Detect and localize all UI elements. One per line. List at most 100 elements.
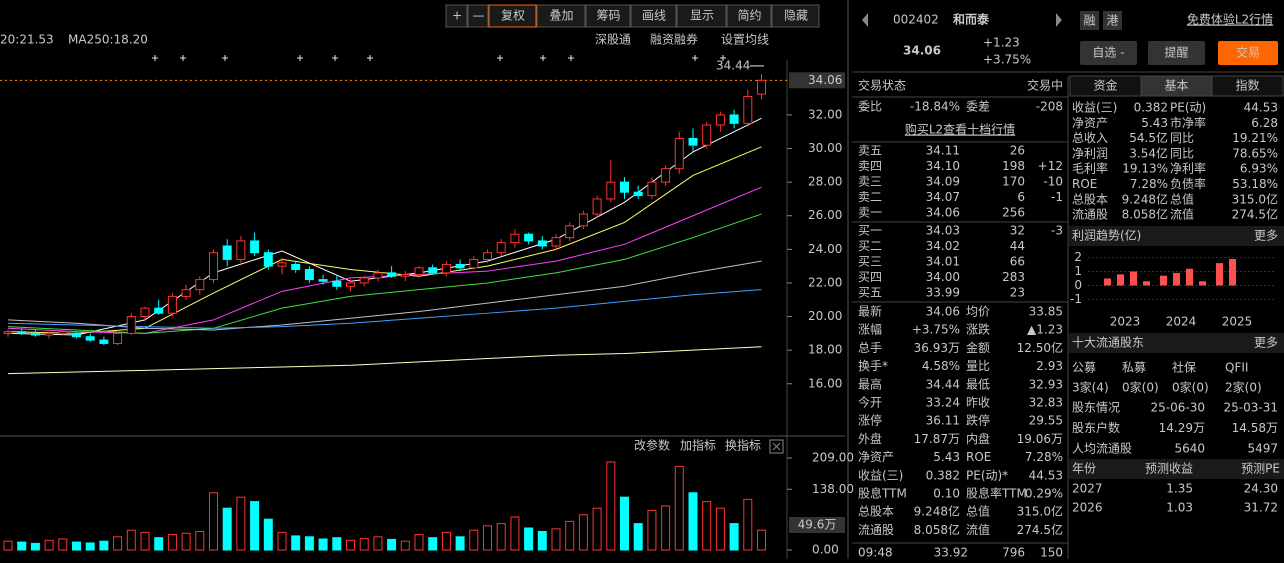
toolbar-button[interactable] (630, 4, 677, 28)
volume-bar (428, 537, 438, 551)
candle-body (58, 331, 68, 334)
candle-body (715, 114, 725, 126)
toolbar-button[interactable] (771, 4, 820, 28)
tick-cell: 150 (1040, 546, 1063, 560)
fund-value: 274.5亿 (1232, 207, 1278, 222)
tab-text[interactable]: 基本 (1164, 79, 1188, 93)
candle-body (428, 267, 438, 274)
toolbar-text[interactable]: 画线 (642, 9, 666, 23)
sub-link[interactable]: 深股通 (595, 33, 631, 47)
stat-label: 总值 (966, 504, 990, 519)
toolbar-text[interactable]: + (452, 9, 462, 23)
holder-count: 2家(0) (1225, 380, 1262, 395)
action-text[interactable]: 交易 (1236, 45, 1260, 60)
signal-star (367, 55, 373, 61)
book-volume: 198 (1002, 159, 1025, 173)
volume-tick-label: 138.00 (812, 482, 854, 496)
profit-bar (1199, 281, 1206, 286)
holder-value: 5640 (1174, 442, 1205, 456)
sub-link[interactable]: 融资融券 (650, 32, 698, 47)
volume-bar (537, 531, 547, 551)
candle-body (318, 279, 328, 282)
toolbar-text[interactable]: — (473, 9, 485, 23)
last-price-box (789, 72, 845, 89)
toolbar-button[interactable] (445, 4, 468, 28)
candle-body (620, 181, 629, 193)
volume-bar (44, 539, 54, 551)
more-link[interactable]: 更多 (1254, 229, 1278, 243)
volume-bar (661, 505, 671, 551)
toolbar-button[interactable] (676, 4, 727, 28)
l2-buy-link[interactable]: 购买L2查看十档行情 (905, 122, 1015, 137)
holder-type: 私募 (1122, 361, 1146, 375)
fund-value: 19.13% (1122, 162, 1168, 176)
toolbar-button[interactable] (467, 4, 489, 28)
forecast-cell: 2026 (1072, 501, 1103, 515)
sub-link[interactable]: 设置均线 (721, 33, 769, 47)
action-button[interactable] (1148, 41, 1205, 65)
book-volume: 32 (1010, 224, 1025, 238)
book-label: 买四 (858, 270, 882, 284)
l2-link[interactable]: 免费体验L2行情 (1187, 12, 1273, 27)
action-text[interactable]: 提醒 (1164, 45, 1188, 60)
toolbar-text[interactable]: 叠加 (549, 9, 573, 23)
close-button[interactable] (769, 439, 784, 454)
tab-text[interactable]: 指数 (1235, 78, 1259, 93)
book-price: 34.09 (926, 175, 960, 189)
toolbar-text[interactable]: 简约 (737, 8, 761, 23)
toolbar-button[interactable] (726, 4, 772, 28)
forecast-cell: 2027 (1072, 482, 1103, 496)
toolbar-text[interactable]: 筹码 (596, 9, 620, 23)
profit-bar (1160, 275, 1167, 286)
stat-label: 收益(三) (858, 468, 903, 482)
nav-arrow[interactable] (862, 13, 868, 27)
signal-star (152, 55, 158, 61)
tab-text[interactable]: 资金 (1093, 78, 1117, 93)
holder-type: QFII (1225, 361, 1248, 375)
candle-body (85, 336, 95, 341)
toolbar-text[interactable]: 显示 (690, 9, 714, 23)
nav-arrow[interactable] (1056, 13, 1062, 27)
fund-label: 收益(三) (1072, 101, 1117, 115)
fund-label: 净利率 (1170, 161, 1206, 176)
tab[interactable] (1211, 75, 1284, 97)
volume-bar (181, 532, 191, 551)
action-button[interactable] (1218, 41, 1278, 65)
toolbar-button[interactable] (536, 4, 586, 28)
volume-bar (318, 538, 328, 551)
toolbar-button[interactable] (585, 4, 631, 28)
candle-body (332, 280, 342, 287)
toolbar-text[interactable]: 隐藏 (784, 9, 808, 23)
indicator-button[interactable]: 换指标 (725, 438, 761, 453)
book-change: -1 (1051, 190, 1063, 204)
stat-value: 32.83 (1029, 396, 1063, 410)
candle-body (250, 240, 260, 254)
candle-body (647, 181, 657, 197)
book-volume: 256 (1002, 206, 1025, 220)
toolbar-button[interactable] (488, 4, 537, 28)
fund-label: 总股本 (1072, 192, 1108, 206)
action-button[interactable] (1080, 41, 1137, 65)
volume-bar (291, 535, 301, 551)
indicator-button[interactable]: 改参数 (634, 438, 670, 453)
section-title: 十大流通股东 (1072, 336, 1144, 350)
stat-value: 34.06 (926, 305, 960, 319)
candle-body (346, 282, 355, 287)
more-link[interactable]: 更多 (1254, 336, 1278, 350)
candle-body (674, 137, 684, 170)
volume-bar (373, 536, 383, 551)
year-label: 2023 (1110, 315, 1141, 329)
signal-star (332, 55, 338, 61)
book-label: 卖一 (858, 206, 882, 220)
toolbar-text[interactable]: 复权 (501, 9, 525, 23)
stat-label: 量比 (966, 359, 990, 373)
signal-star (297, 55, 303, 61)
candle-body (524, 233, 534, 242)
stat-label: ROE (966, 450, 991, 464)
book-price: 34.06 (926, 206, 960, 220)
fund-value: 78.65% (1232, 146, 1278, 160)
book-volume: 44 (1010, 239, 1025, 253)
indicator-button[interactable]: 加指标 (680, 438, 716, 453)
action-text[interactable]: 自选 - (1092, 46, 1124, 60)
